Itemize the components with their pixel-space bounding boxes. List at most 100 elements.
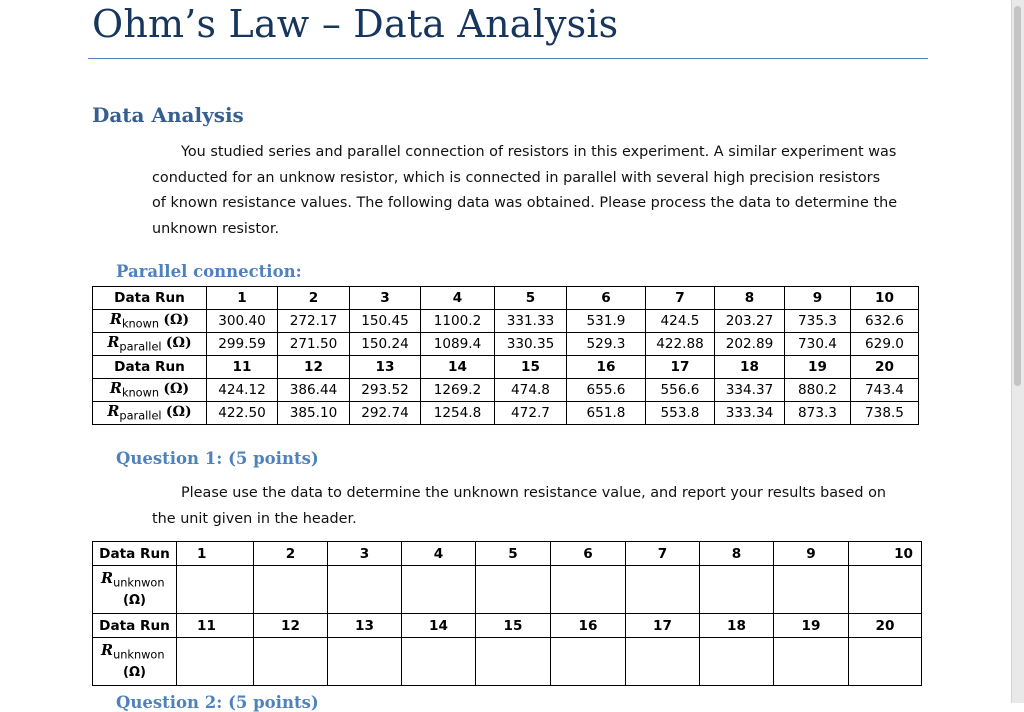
parallel-connection-heading: Parallel connection: — [116, 262, 302, 281]
data-run-label: Data Run — [92, 613, 177, 638]
answer-input-cell[interactable] — [401, 637, 476, 686]
table-row: Rknown (Ω) 424.12 386.44 293.52 1269.2 474.8 6… — [92, 378, 919, 402]
answer-input-cell[interactable] — [773, 565, 849, 614]
table-row: Runknwon (Ω) — [92, 565, 922, 614]
r-parallel-value: 422.88 — [645, 332, 715, 356]
r-parallel-value: 292.74 — [349, 401, 421, 425]
r-known-value: 334.37 — [714, 378, 785, 402]
run-number-cell: 3 — [327, 541, 402, 566]
run-number-cell: 13 — [349, 355, 421, 379]
resistance-subscript: parallel — [119, 408, 162, 423]
answer-input-cell[interactable] — [699, 637, 774, 686]
r-parallel-value: 330.35 — [494, 332, 567, 356]
run-number-cell: 10 — [848, 541, 922, 566]
r-known-value: 1100.2 — [420, 309, 495, 333]
r-known-value: 424.5 — [645, 309, 715, 333]
document-page: Ohm’s Law – Data Analysis Data Analysis … — [88, 2, 932, 712]
intro-line: unknown resistor. — [152, 220, 280, 237]
data-run-label: Data Run — [92, 286, 207, 310]
run-number-cell: 6 — [550, 541, 626, 566]
r-parallel-value: 472.7 — [494, 401, 567, 425]
run-number-cell: 17 — [645, 355, 715, 379]
run-number-cell: 14 — [420, 355, 495, 379]
scrollbar-thumb[interactable] — [1014, 6, 1021, 386]
r-parallel-value: 1254.8 — [420, 401, 495, 425]
r-known-value: 632.6 — [850, 309, 919, 333]
answer-input-cell[interactable] — [176, 565, 254, 614]
r-known-value: 880.2 — [784, 378, 851, 402]
answer-input-cell[interactable] — [253, 565, 328, 614]
r-known-value: 735.3 — [784, 309, 851, 333]
r-known-value: 556.6 — [645, 378, 715, 402]
r-known-value: 293.52 — [349, 378, 421, 402]
r-parallel-value: 299.59 — [206, 332, 278, 356]
answer-input-cell[interactable] — [253, 637, 328, 686]
answer-input-cell[interactable] — [773, 637, 849, 686]
r-known-label: Rknown (Ω) — [92, 378, 207, 402]
r-known-value: 1269.2 — [420, 378, 495, 402]
ohm-unit: (Ω) — [163, 381, 190, 398]
ohm-unit: (Ω) — [165, 335, 192, 352]
r-known-value: 474.8 — [494, 378, 567, 402]
table-row: Data Run 1 2 3 4 5 6 7 8 9 10 — [92, 286, 919, 310]
answer-input-cell[interactable] — [327, 637, 402, 686]
run-number-cell: 18 — [699, 613, 774, 638]
answer-input-cell[interactable] — [327, 565, 402, 614]
resistance-subscript: unknwon — [113, 647, 165, 662]
r-parallel-label: Rparallel (Ω) — [92, 332, 207, 356]
run-number-cell: 2 — [253, 541, 328, 566]
intro-line: You studied series and parallel connecti… — [181, 144, 897, 160]
answer-input-cell[interactable] — [550, 637, 626, 686]
table-row: Rparallel (Ω) 422.50 385.10 292.74 1254.8 472… — [92, 401, 919, 425]
vertical-scrollbar[interactable] — [1011, 0, 1024, 703]
run-number-cell: 11 — [176, 613, 254, 638]
r-known-value: 150.45 — [349, 309, 421, 333]
r-known-value: 272.17 — [277, 309, 350, 333]
run-number-cell: 15 — [475, 613, 551, 638]
answer-input-cell[interactable] — [699, 565, 774, 614]
run-number-cell: 18 — [714, 355, 785, 379]
r-known-value: 300.40 — [206, 309, 278, 333]
answer-input-cell[interactable] — [848, 637, 922, 686]
run-number-cell: 8 — [699, 541, 774, 566]
run-number-cell: 15 — [494, 355, 567, 379]
run-number-cell: 13 — [327, 613, 402, 638]
table-row: Runknwon (Ω) — [92, 637, 922, 686]
answer-input-cell[interactable] — [475, 637, 551, 686]
r-parallel-value: 873.3 — [784, 401, 851, 425]
resistance-subscript: parallel — [119, 339, 162, 354]
parallel-data-table: Data Run 1 2 3 4 5 6 7 8 9 10 Rknown (Ω) 300.40 272.1… — [92, 286, 919, 425]
intro-paragraph: You studied series and parallel connecti… — [152, 140, 932, 242]
answer-input-cell[interactable] — [176, 637, 254, 686]
ohm-unit: (Ω) — [163, 312, 190, 329]
run-number-cell: 1 — [176, 541, 254, 566]
resistance-symbol: R — [101, 570, 114, 588]
answer-input-cell[interactable] — [625, 637, 700, 686]
answer-input-cell[interactable] — [550, 565, 626, 614]
question1-heading: Question 1: (5 points) — [116, 449, 319, 468]
run-number-cell: 12 — [253, 613, 328, 638]
answer-input-cell[interactable] — [475, 565, 551, 614]
r-parallel-value: 202.89 — [714, 332, 785, 356]
run-number-cell: 16 — [566, 355, 646, 379]
run-number-cell: 1 — [206, 286, 278, 310]
data-run-label: Data Run — [92, 541, 177, 566]
question1-line: the unit given in the header. — [152, 510, 357, 527]
run-number-cell: 8 — [714, 286, 785, 310]
run-number-cell: 20 — [848, 613, 922, 638]
answer-input-cell[interactable] — [401, 565, 476, 614]
run-number-cell: 9 — [784, 286, 851, 310]
run-number-cell: 16 — [550, 613, 626, 638]
r-parallel-value: 651.8 — [566, 401, 646, 425]
r-parallel-value: 553.8 — [645, 401, 715, 425]
run-number-cell: 9 — [773, 541, 849, 566]
ohm-unit: (Ω) — [123, 664, 146, 680]
r-known-value: 531.9 — [566, 309, 646, 333]
r-parallel-value: 738.5 — [850, 401, 919, 425]
ohm-unit: (Ω) — [165, 404, 192, 421]
resistance-subscript: unknwon — [113, 575, 165, 590]
answer-input-cell[interactable] — [625, 565, 700, 614]
run-number-cell: 2 — [277, 286, 350, 310]
r-unknown-label: Runknwon (Ω) — [92, 637, 177, 686]
answer-input-cell[interactable] — [848, 565, 922, 614]
